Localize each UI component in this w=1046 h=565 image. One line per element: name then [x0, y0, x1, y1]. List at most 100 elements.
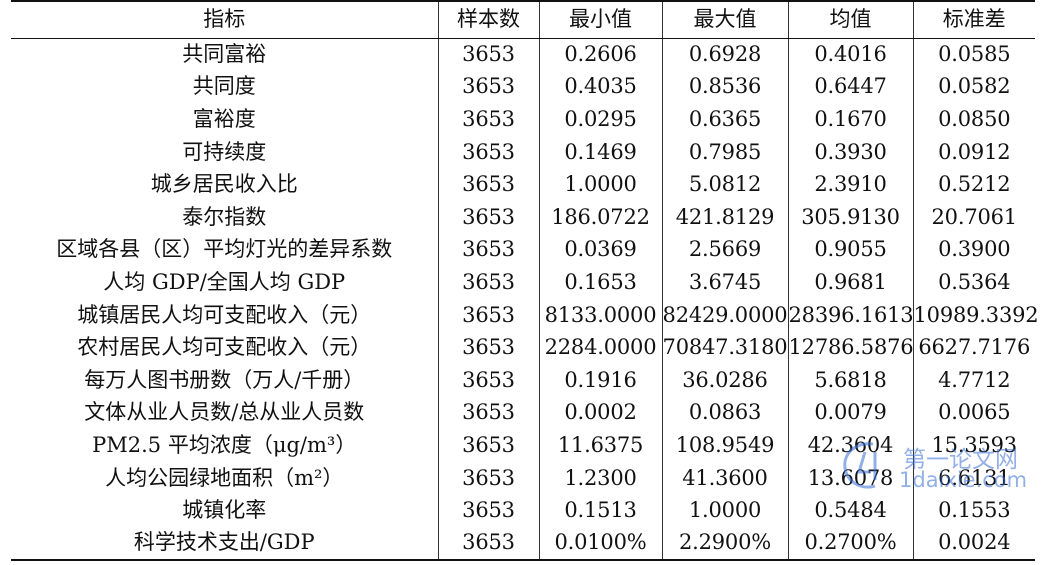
cell-std: 6.6131: [912, 461, 1035, 495]
cell-sample-size: 3653: [437, 396, 539, 430]
table-row: 区域各县（区）平均灯光的差异系数 3653 0.0369 2.5669 0.90…: [11, 233, 1035, 267]
cell-min: 0.0295: [538, 103, 662, 136]
cell-indicator: 农村居民人均可支配收入（元）: [77, 335, 372, 360]
cell-sample-size: 3653: [437, 38, 539, 71]
cell-mean: 0.2700%: [787, 526, 913, 561]
cell-sample-size: 3653: [437, 103, 539, 136]
cell-std: 0.0065: [912, 396, 1035, 430]
cell-indicator: 每万人图书册数（万人/千册）: [84, 367, 365, 392]
header-max: 最大值: [661, 0, 788, 39]
table-row: 泰尔指数 3653 186.0722 421.8129 305.9130 20.…: [11, 200, 1035, 234]
cell-max: 421.8129: [661, 200, 788, 234]
cell-min: 0.1916: [538, 363, 662, 397]
cell-mean: 0.9681: [787, 266, 913, 299]
cell-max: 0.8536: [661, 70, 788, 104]
cell-std: 4.7712: [912, 363, 1035, 397]
cell-sample-size: 3653: [437, 526, 539, 561]
cell-indicator: 人均公园绿地面积（m²）: [105, 465, 344, 490]
cell-mean: 2.3910: [787, 168, 913, 201]
cell-max: 5.0812: [661, 168, 788, 201]
cell-min: 0.0369: [538, 233, 662, 267]
cell-max: 0.6365: [661, 103, 788, 136]
cell-min: 186.0722: [538, 200, 662, 234]
header-indicator: 指标: [11, 0, 438, 39]
cell-std: 0.0912: [912, 135, 1035, 169]
cell-max: 41.3600: [661, 461, 788, 495]
cell-min: 0.0100%: [538, 526, 662, 561]
header-min: 最小值: [538, 0, 662, 39]
cell-mean: 0.1670: [787, 103, 913, 136]
cell-mean: 0.6447: [787, 70, 913, 104]
cell-max: 0.0863: [661, 396, 788, 430]
cell-sample-size: 3653: [437, 70, 539, 104]
cell-indicator: 富裕度: [192, 106, 256, 131]
cell-sample-size: 3653: [437, 266, 539, 299]
header-std: 标准差: [912, 0, 1035, 39]
cell-sample-size: 3653: [437, 298, 539, 332]
cell-std: 15.3593: [912, 429, 1035, 462]
cell-sample-size: 3653: [437, 494, 539, 527]
cell-sample-size: 3653: [437, 429, 539, 462]
cell-indicator: 共同度: [192, 74, 256, 99]
cell-indicator: 共同富裕: [182, 42, 267, 67]
cell-indicator: 泰尔指数: [182, 204, 267, 229]
header-sample-size: 样本数: [437, 0, 539, 39]
cell-std: 0.5364: [912, 266, 1035, 299]
table-row: 文体从业人员数/总从业人员数 3653 0.0002 0.0863 0.0079…: [11, 396, 1035, 430]
cell-indicator: 文体从业人员数/总从业人员数: [84, 400, 365, 425]
table-row: 每万人图书册数（万人/千册） 3653 0.1916 36.0286 5.681…: [11, 363, 1035, 397]
table-row: 富裕度 3653 0.0295 0.6365 0.1670 0.0850: [11, 103, 1035, 136]
table-row: 城镇居民人均可支配收入（元） 3653 8133.0000 82429.0000…: [11, 298, 1039, 332]
cell-max: 70847.3180: [661, 331, 788, 364]
cell-max: 108.9549: [661, 429, 788, 462]
descriptive-stats-table: 指标 样本数 最小值 最大值 均值 标准差 共同富裕 3653 0.2606 0…: [11, 0, 1039, 561]
table-row: 人均公园绿地面积（m²） 3653 1.2300 41.3600 13.6078…: [11, 461, 1035, 495]
cell-mean: 0.9055: [787, 233, 913, 267]
cell-std: 0.5212: [912, 168, 1035, 201]
cell-mean: 28396.1613: [787, 298, 914, 332]
cell-min: 0.1513: [538, 494, 662, 527]
header-mean: 均值: [787, 0, 913, 39]
cell-max: 0.7985: [661, 135, 788, 169]
cell-std: 20.7061: [912, 200, 1035, 234]
cell-indicator: 城镇化率: [182, 498, 267, 523]
cell-min: 0.4035: [538, 70, 662, 104]
cell-indicator: PM2.5 平均浓度（μg/m³）: [92, 432, 357, 457]
table-row: 农村居民人均可支配收入（元） 3653 2284.0000 70847.3180…: [11, 331, 1035, 364]
cell-max: 3.6745: [661, 266, 788, 299]
cell-indicator: 科学技术支出/GDP: [11, 526, 438, 561]
cell-max: 36.0286: [661, 363, 788, 397]
cell-std: 0.1553: [912, 494, 1035, 527]
cell-std: 0.3900: [912, 233, 1035, 267]
cell-mean: 305.9130: [787, 200, 913, 234]
cell-indicator: 城乡居民收入比: [150, 172, 298, 197]
cell-sample-size: 3653: [437, 461, 539, 495]
cell-mean: 0.3930: [787, 135, 913, 169]
cell-min: 0.2606: [538, 38, 662, 71]
table-row: 共同富裕 3653 0.2606 0.6928 0.4016 0.0585: [11, 38, 1035, 71]
cell-min: 0.1653: [538, 266, 662, 299]
cell-std: 10989.3392: [912, 298, 1039, 332]
cell-std: 0.0582: [912, 70, 1035, 104]
cell-mean: 0.0079: [787, 396, 913, 430]
table-row: 共同度 3653 0.4035 0.8536 0.6447 0.0582: [11, 70, 1035, 104]
cell-min: 2284.0000: [538, 331, 662, 364]
cell-std: 0.0850: [912, 103, 1035, 136]
cell-indicator: 区域各县（区）平均灯光的差异系数: [56, 237, 393, 262]
cell-mean: 0.5484: [787, 494, 913, 527]
table-row: 人均 GDP/全国人均 GDP 3653 0.1653 3.6745 0.968…: [11, 266, 1035, 299]
table-header-row: 指标 样本数 最小值 最大值 均值 标准差: [11, 0, 1035, 39]
cell-min: 0.1469: [538, 135, 662, 169]
cell-max: 2.2900%: [661, 526, 788, 561]
cell-max: 0.6928: [661, 38, 788, 71]
cell-min: 1.2300: [538, 461, 662, 495]
stats-table-container: 指标 样本数 最小值 最大值 均值 标准差 共同富裕 3653 0.2606 0…: [11, 0, 1039, 561]
cell-min: 0.0002: [538, 396, 662, 430]
cell-sample-size: 3653: [437, 135, 539, 169]
cell-min: 8133.0000: [538, 298, 662, 332]
table-row: 可持续度 3653 0.1469 0.7985 0.3930 0.0912: [11, 135, 1035, 169]
cell-mean: 5.6818: [787, 363, 913, 397]
cell-std: 0.0585: [912, 38, 1035, 71]
table-row: 城镇化率 3653 0.1513 1.0000 0.5484 0.1553: [11, 494, 1035, 527]
cell-indicator: 人均 GDP/全国人均 GDP: [103, 269, 346, 294]
